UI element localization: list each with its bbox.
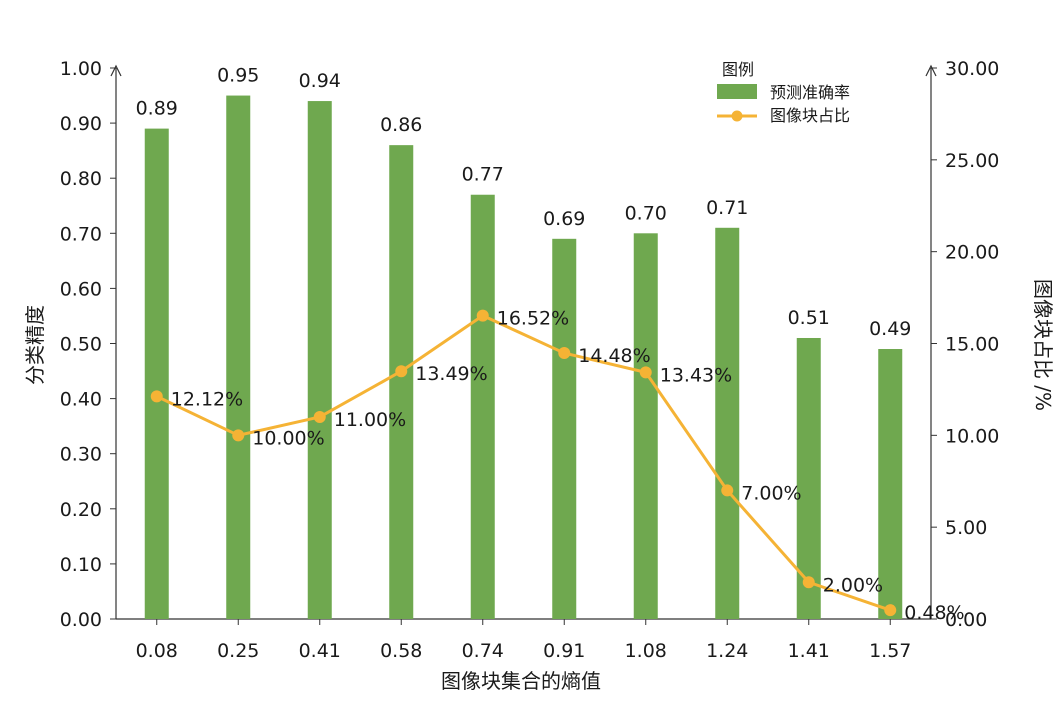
x-tick-label: 1.24 [706, 640, 748, 662]
line-value-label: 14.48% [578, 345, 650, 367]
legend-title: 图例 [722, 60, 754, 79]
line-value-label: 11.00% [334, 409, 406, 431]
bar-value-label: 0.94 [299, 70, 341, 92]
bar-value-label: 0.77 [462, 164, 504, 186]
left-tick-label: 0.30 [60, 444, 102, 466]
left-tick-label: 0.60 [60, 278, 102, 300]
line-value-label: 13.49% [415, 363, 487, 385]
bar [715, 227, 740, 620]
right-tick-label: 5.00 [945, 517, 987, 539]
line-point [313, 410, 326, 423]
line-point [884, 604, 897, 617]
bar-value-label: 0.51 [788, 307, 830, 329]
legend-label-line: 图像块占比 [770, 106, 850, 125]
right-tick-label: 20.00 [945, 242, 999, 264]
line-series [150, 309, 897, 617]
left-tick-label: 0.50 [60, 334, 102, 356]
line-point [558, 347, 571, 360]
bar-value-label: 0.49 [869, 318, 911, 340]
bar-value-label: 0.89 [136, 98, 178, 120]
left-tick-label: 0.90 [60, 113, 102, 135]
bar-value-label: 0.86 [380, 114, 422, 136]
left-tick-label: 0.80 [60, 168, 102, 190]
left-axis-arrow [110, 64, 122, 77]
right-tick-label: 0.00 [945, 609, 987, 631]
line-value-label: 7.00% [741, 482, 801, 504]
x-tick-label: 1.41 [788, 640, 830, 662]
bar [470, 194, 495, 620]
x-axis-title: 图像块集合的熵值 [441, 669, 601, 693]
legend-swatch-bar [717, 84, 757, 99]
line-value-label: 10.00% [252, 427, 324, 449]
x-tick-label: 0.91 [543, 640, 585, 662]
line-point [476, 309, 489, 322]
line-point [802, 576, 815, 589]
bar [144, 128, 169, 620]
bar [633, 233, 658, 620]
x-tick-label: 0.08 [136, 640, 178, 662]
bar-value-label: 0.71 [706, 197, 748, 219]
x-tick-label: 1.08 [625, 640, 667, 662]
line-point [395, 365, 408, 378]
line-value-label: 2.00% [823, 574, 883, 596]
x-tick-label: 0.41 [299, 640, 341, 662]
bar [552, 238, 577, 619]
x-tick-label: 0.58 [380, 640, 422, 662]
right-tick-label: 30.00 [945, 58, 999, 80]
left-tick-label: 0.70 [60, 223, 102, 245]
right-tick-label: 15.00 [945, 334, 999, 356]
line-path [156, 314, 891, 612]
x-tick-label: 0.25 [217, 640, 259, 662]
right-tick-label: 10.00 [945, 425, 999, 447]
bar [389, 145, 414, 619]
x-axis: 0.08 0.25 0.41 0.58 0.74 0.91 1.08 1.24 1.41 1.57 [116, 618, 931, 662]
left-tick-label: 0.40 [60, 389, 102, 411]
left-tick-label: 0.20 [60, 499, 102, 521]
line-point [232, 429, 245, 442]
bar-series [144, 95, 903, 620]
left-tick-label: 0.00 [60, 609, 102, 631]
line-value-label: 12.12% [171, 388, 243, 410]
y-axis-title: 分类精度 [23, 305, 47, 385]
line-point [639, 366, 652, 379]
bar [878, 349, 903, 619]
x-tick-label: 0.74 [462, 640, 504, 662]
line-value-label: 0.48% [904, 602, 964, 624]
line-value-label: 16.52% [497, 308, 569, 330]
bar-value-label: 0.69 [543, 208, 585, 230]
left-tick-label: 1.00 [60, 58, 102, 80]
legend: 图例 预测准确率 图像块占比 [717, 60, 850, 125]
left-y-axis: 0.00 0.10 0.20 0.30 0.40 0.50 0.60 0.70 0.80 0.90… [60, 58, 122, 631]
right-y-axis: 0.00 5.00 10.00 15.00 20.00 25.00 30.00 [925, 58, 999, 631]
legend-label-bar: 预测准确率 [770, 83, 850, 102]
line-point [721, 484, 734, 497]
right-tick-label: 25.00 [945, 150, 999, 172]
x-tick-label: 1.57 [869, 640, 911, 662]
line-point [150, 390, 163, 403]
data-labels: 0.89 0.95 0.94 0.86 0.77 0.69 0.70 0.71 0.51 0.49… [136, 65, 965, 625]
bar-value-label: 0.70 [625, 202, 667, 224]
bar-value-label: 0.95 [217, 65, 259, 87]
left-tick-label: 0.10 [60, 554, 102, 576]
y2-axis-title: 图像块占比 /% [1031, 279, 1055, 411]
right-axis-arrow [925, 64, 937, 77]
line-value-label: 13.43% [660, 364, 732, 386]
bar [226, 95, 251, 620]
legend-swatch-marker [731, 110, 743, 122]
bar [307, 101, 332, 619]
